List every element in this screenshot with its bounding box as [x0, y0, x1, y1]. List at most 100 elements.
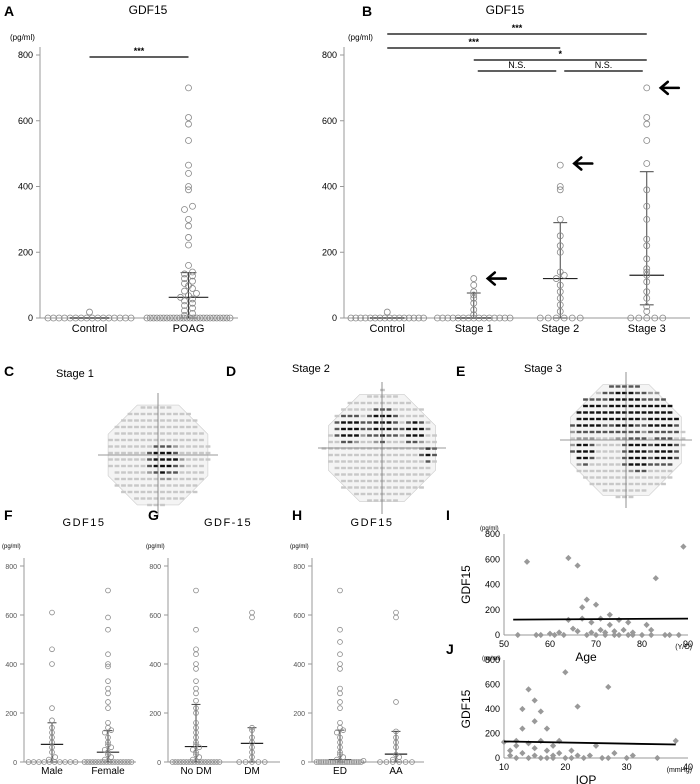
visual-field-cell	[114, 458, 120, 461]
visual-field-label-e: Stage 3	[524, 363, 562, 375]
visual-field-cell	[425, 473, 431, 476]
data-point	[525, 754, 532, 762]
visual-field-cell	[399, 427, 405, 431]
visual-field-cell	[641, 391, 647, 395]
visual-field-cell	[160, 471, 165, 474]
visual-field-cell	[641, 437, 647, 440]
data-point	[623, 754, 630, 762]
visual-field-cell	[186, 471, 191, 474]
data-point	[87, 759, 93, 765]
data-point	[638, 631, 646, 639]
visual-field-cell	[615, 489, 621, 492]
visual-field-cell	[114, 425, 120, 429]
y-tick-label-f: 400	[5, 662, 17, 669]
data-point	[185, 215, 192, 223]
data-point	[381, 314, 389, 322]
visual-field-cell	[367, 492, 372, 496]
visual-field-cell	[373, 401, 379, 405]
y-tick-label-h: 400	[293, 662, 305, 669]
data-point	[376, 314, 384, 322]
y-tick-label-g: 400	[149, 662, 161, 669]
visual-field-cell	[199, 432, 204, 435]
visual-field-cell	[596, 391, 601, 395]
y-unit-i: (pg/ml)	[480, 526, 499, 532]
panel-f-chart: GDF15 (pg/ml) 0 200 400 600 800 Male Female	[2, 517, 136, 777]
visual-field-cell	[622, 424, 627, 427]
visual-field-cell	[160, 503, 165, 507]
data-point	[236, 759, 243, 765]
visual-field-cell	[354, 440, 359, 444]
visual-field-cell	[367, 434, 372, 437]
visual-field-cell	[127, 458, 133, 461]
visual-field-cell	[667, 450, 673, 453]
visual-field-cell	[425, 440, 431, 444]
visual-field-cell	[667, 443, 673, 447]
visual-field-cell	[419, 473, 424, 476]
data-point	[605, 683, 612, 691]
visual-field-cell	[622, 417, 627, 421]
visual-field-cell	[328, 460, 333, 463]
data-point	[185, 169, 192, 177]
data-point	[643, 202, 651, 210]
data-point	[220, 314, 227, 322]
visual-field-cell	[615, 443, 621, 447]
visual-field-cell	[609, 411, 614, 414]
data-point	[501, 314, 509, 322]
visual-field-cell	[589, 476, 595, 479]
visual-field-cell	[367, 473, 372, 476]
panel-h-chart: GDF15 (pg/ml) 0 200 400 600 800 ED AA	[290, 517, 424, 777]
data-point	[611, 631, 618, 639]
visual-field-cell	[615, 411, 621, 414]
data-point	[249, 609, 255, 616]
visual-field-cell	[160, 412, 165, 416]
data-point	[36, 759, 42, 765]
visual-field-cell	[341, 453, 346, 457]
visual-field-cell	[134, 445, 139, 448]
visual-field-cell	[622, 450, 627, 453]
visual-field-cell	[399, 401, 405, 405]
visual-field-cell	[179, 432, 185, 435]
visual-field-cell	[648, 391, 653, 395]
visual-field-cell	[386, 434, 392, 437]
visual-field-cell	[622, 437, 627, 440]
data-point	[181, 302, 188, 309]
visual-field-cell	[583, 437, 588, 440]
visual-field-cell	[425, 447, 431, 450]
visual-field-cell	[186, 438, 191, 442]
data-point	[371, 314, 379, 322]
visual-field-cell	[635, 391, 640, 395]
data-point	[513, 742, 520, 749]
visual-field-cell	[121, 490, 126, 494]
data-point	[196, 314, 204, 322]
data-point	[105, 614, 111, 621]
visual-field-cell	[654, 476, 660, 479]
visual-field-cell	[622, 443, 627, 447]
visual-field-cell	[648, 417, 653, 421]
visual-field-cell	[367, 453, 372, 457]
arrow-icon	[658, 80, 681, 96]
visual-field-cell	[127, 464, 133, 468]
data-point	[181, 280, 188, 287]
visual-field-cell	[153, 497, 159, 500]
visual-field-cell	[615, 463, 621, 466]
panel-label-i: I	[446, 507, 450, 523]
data-point	[470, 299, 478, 307]
data-point	[185, 137, 192, 144]
visual-field-cell	[127, 471, 133, 474]
data-point	[261, 759, 268, 765]
data-point	[337, 751, 343, 758]
data-point	[470, 281, 478, 289]
panel-c-visual-field: Stage 1	[56, 368, 218, 517]
visual-field-cell	[192, 419, 198, 422]
data-point	[185, 282, 192, 290]
data-point	[196, 754, 203, 760]
visual-field-cell	[166, 458, 172, 461]
visual-field-cell	[635, 456, 640, 460]
visual-field-cell	[127, 432, 133, 435]
visual-field-cell	[412, 408, 418, 411]
visual-field-cell	[412, 473, 418, 476]
data-point	[583, 631, 590, 639]
data-point	[189, 759, 195, 765]
data-point	[337, 626, 343, 633]
visual-field-cell	[412, 447, 418, 450]
